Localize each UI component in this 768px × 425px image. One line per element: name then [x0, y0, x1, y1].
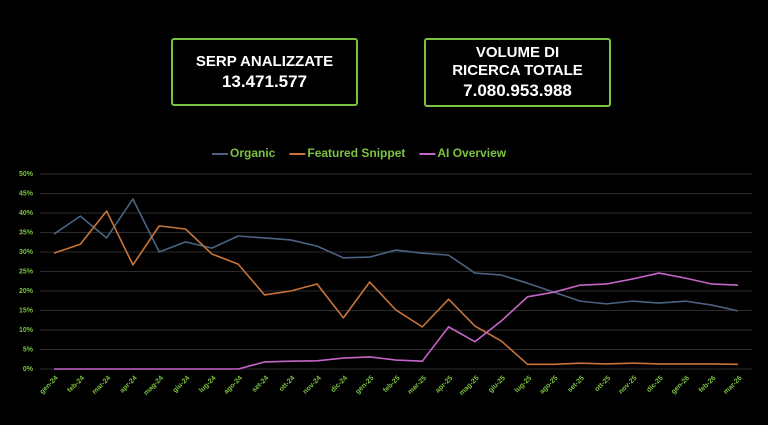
legend-label: AI Overview — [437, 146, 506, 160]
y-tick-label: 5% — [23, 346, 34, 353]
y-tick-label: 40% — [19, 210, 34, 217]
kpi-label: VOLUME DI — [475, 44, 560, 61]
legend-label: Featured Snippet — [307, 146, 405, 160]
x-tick-label: ott-25 — [594, 375, 612, 393]
x-tick-label: gen-25 — [355, 375, 376, 396]
x-tick-label: mag-24 — [143, 375, 165, 397]
kpi-box: VOLUME DI RICERCA TOTALE 7.080.953.988 — [424, 38, 611, 107]
x-tick-label: apr-24 — [119, 375, 139, 395]
x-tick-label: giu-25 — [487, 375, 507, 395]
x-tick-label: giu-24 — [172, 375, 192, 395]
y-tick-label: 25% — [19, 268, 34, 275]
y-tick-label: 15% — [19, 307, 34, 314]
kpi-value: 13.471.577 — [221, 71, 308, 91]
x-tick-label: mag-25 — [458, 375, 480, 397]
y-tick-label: 10% — [19, 327, 34, 334]
x-tick-label: ago-24 — [223, 375, 244, 396]
x-tick-label: mar-26 — [723, 375, 744, 396]
x-tick-label: mar-24 — [91, 375, 112, 396]
kpi-value: 7.080.953.988 — [463, 81, 572, 100]
y-tick-label: 50% — [19, 171, 34, 178]
series-line — [53, 198, 739, 312]
y-tick-label: 30% — [19, 249, 34, 256]
kpi-label: SERP ANALIZZATE — [195, 52, 334, 70]
x-tick-label: feb-24 — [66, 375, 86, 395]
x-tick-label: nov-25 — [618, 375, 639, 396]
x-tick-label: dic-25 — [646, 375, 665, 394]
x-tick-label: lug-25 — [514, 375, 534, 395]
x-tick-label: set-24 — [251, 375, 270, 394]
x-tick-label: set-25 — [567, 375, 586, 394]
y-tick-label: 20% — [19, 288, 34, 295]
x-tick-label: nov-24 — [302, 375, 323, 396]
series-line — [54, 272, 739, 370]
x-tick-label: gen-26 — [670, 375, 691, 396]
x-tick-label: feb-25 — [382, 375, 402, 395]
kpi-box: SERP ANALIZZATE 13.471.577 — [171, 38, 358, 106]
series-line — [53, 210, 739, 366]
x-tick-label: gen-24 — [39, 375, 60, 396]
x-tick-label: ago-25 — [539, 375, 560, 396]
y-tick-label: 35% — [19, 229, 34, 236]
y-tick-label: 45% — [19, 190, 34, 197]
x-tick-label: feb-26 — [698, 375, 718, 395]
kpi-label: RICERCA TOTALE — [452, 62, 583, 79]
x-tick-label: lug-24 — [198, 375, 218, 395]
x-tick-label: mar-25 — [407, 375, 428, 396]
x-tick-label: apr-25 — [435, 375, 455, 395]
y-tick-label: 0% — [23, 366, 34, 373]
x-tick-label: dic-24 — [330, 375, 349, 394]
legend-label: Organic — [230, 146, 276, 160]
x-tick-label: ott-24 — [278, 375, 296, 393]
